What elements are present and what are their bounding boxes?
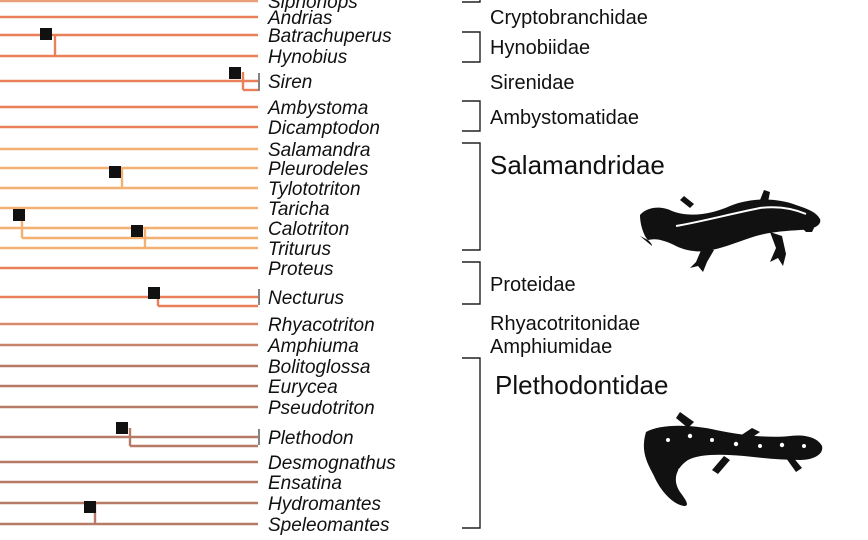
taxon-label-dicamptodon: Dicamptodon [268, 118, 380, 139]
taxon-label-pleurodeles: Pleurodeles [268, 159, 369, 180]
family-label-plethodontidae: Plethodontidae [495, 370, 668, 400]
salamander-silhouette-icon [643, 412, 823, 506]
taxon-label-siphonops: Siphonops [268, 0, 358, 13]
hynobiidae-bracket [462, 31, 481, 63]
taxon-label-salamandra: Salamandra [268, 140, 370, 161]
taxon-label-hynobius: Hynobius [268, 47, 348, 68]
taxon-label-batrachuperus: Batrachuperus [268, 26, 392, 47]
node-marker [131, 225, 143, 237]
family-label-proteidae: Proteidae [490, 274, 576, 296]
node-marker [116, 422, 128, 434]
family-labels: Cryptobranchidae Hynobiidae Sirenidae Am… [490, 7, 668, 400]
taxon-label-amphiuma: Amphiuma [267, 336, 359, 357]
taxon-label-ambystoma: Ambystoma [267, 98, 368, 119]
family-label-ambystomatidae: Ambystomatidae [490, 107, 639, 129]
taxon-label-hydromantes: Hydromantes [268, 494, 381, 515]
taxon-label-speleomantes: Speleomantes [268, 515, 390, 536]
taxon-label-taricha: Taricha [268, 199, 330, 220]
proteidae-bracket [462, 261, 481, 305]
family-label-sirenidae: Sirenidae [490, 72, 575, 94]
taxon-label-ensatina: Ensatina [268, 473, 342, 494]
taxon-label-rhyacotriton: Rhyacotriton [268, 315, 375, 336]
newt-silhouette-icon [640, 190, 821, 272]
family-label-rhyacotritonidae: Rhyacotritonidae [490, 313, 640, 335]
node-markers [13, 28, 241, 513]
ambystomatidae-bracket [462, 100, 481, 132]
node-marker [109, 166, 121, 178]
taxon-label-pseudotriton: Pseudotriton [268, 398, 375, 419]
taxon-label-siren: Siren [268, 72, 312, 93]
taxon-label-plethodon: Plethodon [268, 428, 354, 449]
taxon-label-tylototriton: Tylototriton [268, 179, 361, 200]
taxon-label-proteus: Proteus [268, 259, 334, 280]
taxon-label-bolitoglossa: Bolitoglossa [268, 357, 370, 378]
plethodontidae-bracket [462, 357, 481, 529]
node-marker [148, 287, 160, 299]
family-brackets [462, 0, 481, 529]
family-label-cryptobranchidae: Cryptobranchidae [490, 7, 648, 29]
taxon-label-eurycea: Eurycea [268, 377, 338, 398]
taxon-label-necturus: Necturus [268, 288, 345, 309]
tree-branches [0, 0, 260, 526]
taxon-label-andrias: Andrias [267, 8, 333, 29]
node-marker [40, 28, 52, 40]
taxon-label-calotriton: Calotriton [268, 219, 349, 240]
node-marker [229, 67, 241, 79]
family-label-amphiumidae: Amphiumidae [490, 336, 612, 358]
taxon-label-desmognathus: Desmognathus [268, 453, 396, 474]
taxon-label-triturus: Triturus [268, 239, 331, 260]
node-marker [84, 501, 96, 513]
family-label-hynobiidae: Hynobiidae [490, 37, 590, 59]
salamandridae-bracket [462, 142, 481, 251]
node-marker [13, 209, 25, 221]
cryptobranchidae-bracket [462, 0, 481, 3]
family-label-salamandridae: Salamandridae [490, 150, 665, 180]
